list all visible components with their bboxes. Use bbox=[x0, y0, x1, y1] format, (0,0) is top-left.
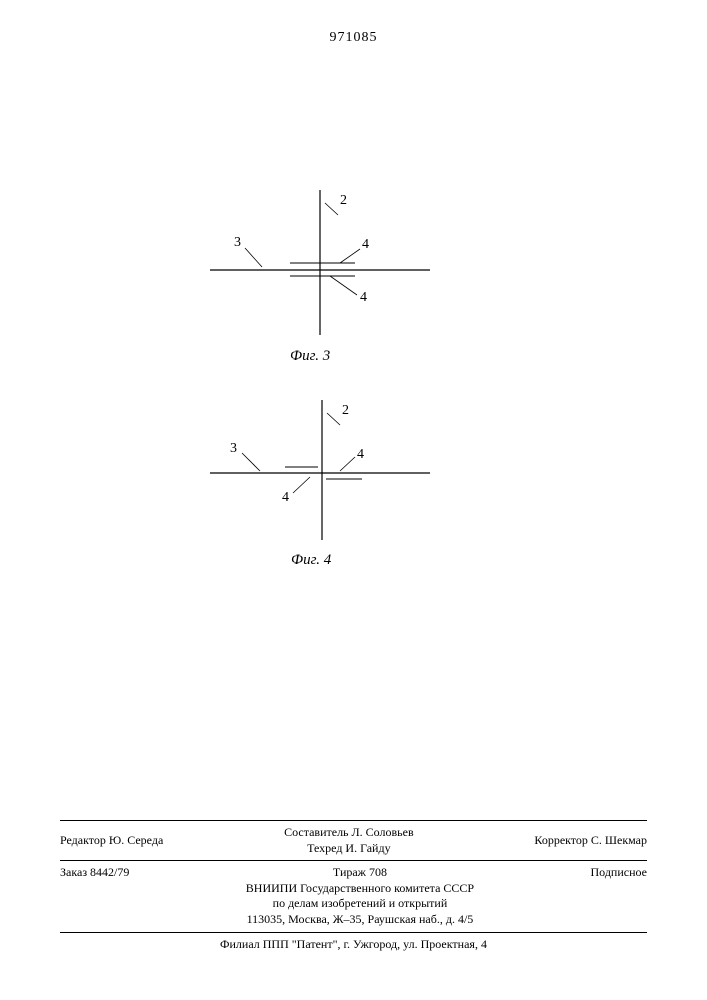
footer-podpisnoe: Подписное bbox=[591, 865, 648, 881]
footer-vniipi-1: ВНИИПИ Государственного комитета СССР bbox=[129, 881, 590, 897]
fig3-lead-4a bbox=[340, 249, 360, 263]
footer-techred: Техред И. Гайду bbox=[163, 841, 534, 857]
footer-corrector: Корректор С. Шекмар bbox=[534, 833, 647, 849]
figure-4-svg bbox=[190, 385, 450, 565]
fig4-lead-4b bbox=[293, 477, 310, 493]
patent-number: 971085 bbox=[0, 30, 707, 46]
figure-3-caption: Фиг. 3 bbox=[290, 348, 330, 365]
fig3-lead-4b bbox=[330, 276, 357, 295]
footer-center-2: Тираж 708 ВНИИПИ Государственного комите… bbox=[129, 865, 590, 927]
footer-tirazh: Тираж 708 bbox=[129, 865, 590, 881]
fig4-lead-4a bbox=[340, 457, 355, 471]
fig3-lead-2 bbox=[325, 203, 338, 215]
footer-order: Заказ 8442/79 bbox=[60, 865, 129, 881]
figure-4: 2 3 4 4 bbox=[190, 385, 450, 565]
footer-filial: Филиал ППП "Патент", г. Ужгород, ул. Про… bbox=[60, 933, 647, 957]
fig4-label-4a: 4 bbox=[357, 447, 364, 463]
footer-vniipi-2: по делам изобретений и открытий bbox=[129, 896, 590, 912]
page: 971085 2 3 4 4 Фиг. 3 2 3 bbox=[0, 0, 707, 1000]
fig4-lead-2 bbox=[327, 413, 340, 425]
fig3-lead-3 bbox=[245, 248, 262, 267]
fig3-label-3: 3 bbox=[234, 235, 241, 251]
footer-center-1: Составитель Л. Соловьев Техред И. Гайду bbox=[163, 825, 534, 856]
footer-compiler: Составитель Л. Соловьев bbox=[163, 825, 534, 841]
fig4-label-2: 2 bbox=[342, 403, 349, 419]
fig4-lead-3 bbox=[242, 453, 260, 471]
figure-3-svg bbox=[190, 175, 450, 355]
figure-4-caption: Фиг. 4 bbox=[291, 552, 331, 569]
fig4-label-3: 3 bbox=[230, 441, 237, 457]
figure-3: 2 3 4 4 bbox=[190, 175, 450, 355]
footer: Редактор Ю. Середа Составитель Л. Соловь… bbox=[60, 820, 647, 956]
fig3-label-4b: 4 bbox=[360, 290, 367, 306]
fig3-label-4a: 4 bbox=[362, 237, 369, 253]
fig3-label-2: 2 bbox=[340, 193, 347, 209]
fig4-label-4b: 4 bbox=[282, 490, 289, 506]
footer-address: 113035, Москва, Ж–35, Раушская наб., д. … bbox=[129, 912, 590, 928]
footer-editor: Редактор Ю. Середа bbox=[60, 833, 163, 849]
